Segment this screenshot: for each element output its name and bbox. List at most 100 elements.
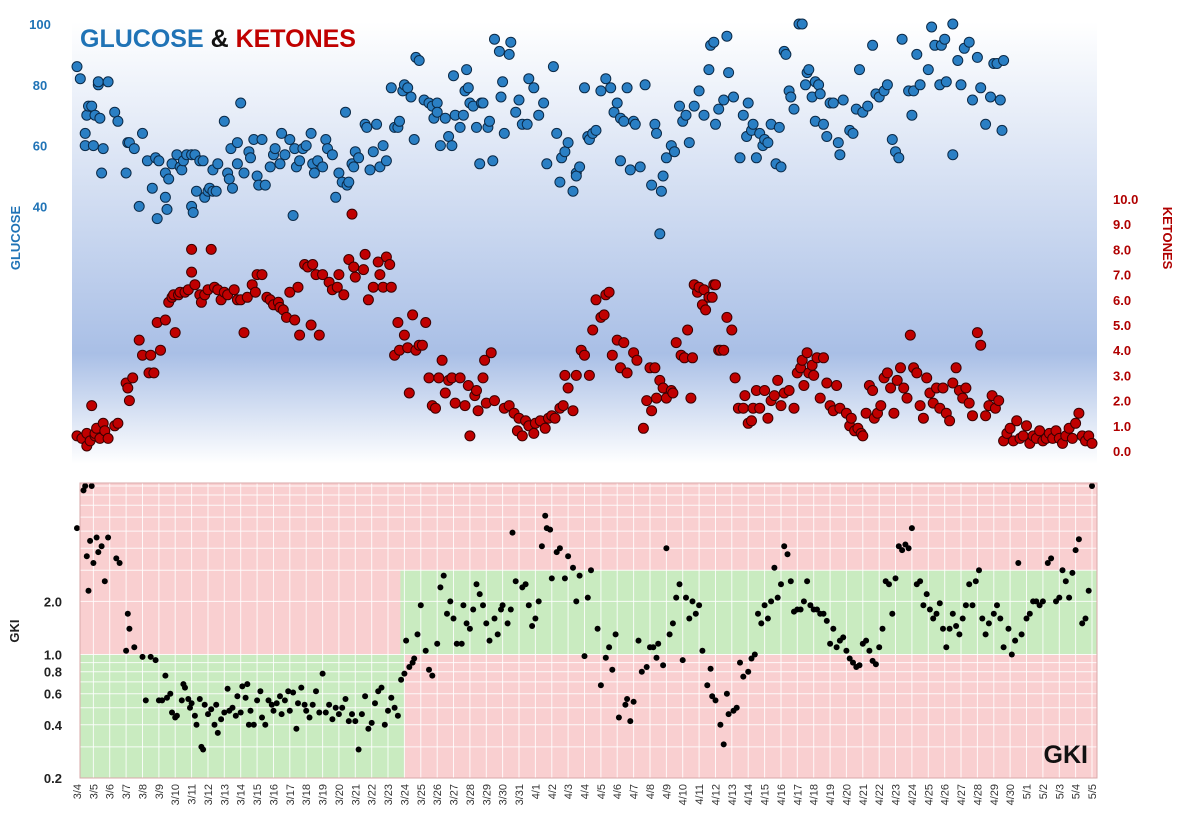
ketones-point	[86, 400, 98, 412]
ketones-tick-label: 1.0	[1113, 419, 1131, 434]
gki-point	[229, 704, 236, 711]
glucose-point	[867, 39, 879, 51]
gki-point	[962, 602, 969, 609]
gki-point	[182, 684, 188, 691]
date-label: 4/12	[711, 784, 723, 805]
glucose-point	[914, 79, 926, 91]
glucose-point	[487, 155, 499, 167]
glucose-point	[163, 173, 175, 185]
ketones-point	[485, 347, 497, 359]
glucose-point	[562, 137, 574, 149]
ketones-point	[646, 405, 658, 417]
gki-point	[926, 606, 933, 613]
gki-point	[224, 685, 231, 692]
glucose-point	[621, 82, 633, 94]
gki-point	[322, 709, 329, 716]
title-ampersand: &	[204, 25, 236, 53]
ketones-point	[801, 347, 813, 359]
ketones-point	[186, 243, 198, 255]
gki-point	[188, 700, 195, 707]
ketones-point	[127, 372, 139, 384]
gki-point	[704, 682, 711, 689]
glucose-point	[660, 152, 672, 164]
glucose-point	[862, 100, 874, 112]
ketones-tick-label: 0.0	[1113, 444, 1131, 459]
date-label: 4/10	[678, 784, 690, 805]
gki-point	[764, 615, 771, 622]
glucose-point	[646, 179, 658, 191]
glucose-point	[963, 36, 975, 48]
glucose-point	[605, 82, 617, 94]
gki-point	[758, 620, 765, 627]
glucose-point	[227, 182, 238, 194]
glucose-point	[533, 109, 545, 121]
glucose-point	[590, 124, 602, 136]
ketones-point	[917, 412, 929, 424]
gki-point	[88, 483, 95, 489]
glucose-point	[431, 97, 443, 109]
gki-point	[414, 631, 421, 638]
gki-point	[606, 644, 613, 651]
ketones-point	[759, 385, 771, 396]
ketones-point	[439, 387, 451, 399]
glucose-point	[737, 109, 749, 121]
gki-point	[113, 555, 120, 562]
glucose-point	[484, 115, 495, 127]
glucose-tick-label: 100	[29, 17, 51, 32]
gki-point	[720, 741, 727, 748]
glucose-point	[489, 33, 500, 45]
ketones-point	[205, 243, 217, 255]
gki-point	[85, 587, 92, 594]
glucose-point	[813, 79, 825, 91]
gki-point	[293, 725, 300, 732]
gki-point	[82, 483, 89, 489]
bottom-panel-frame	[79, 482, 1098, 779]
gki-point	[1005, 625, 1012, 632]
gki-point	[949, 610, 956, 617]
date-label: 3/6	[105, 784, 117, 799]
ketones-point	[891, 374, 903, 386]
ketones-point	[549, 412, 561, 424]
gki-point	[863, 637, 870, 644]
gki-point	[290, 689, 297, 696]
title-ketones: KETONES	[236, 25, 356, 53]
ketones-point	[814, 392, 826, 404]
glucose-point	[708, 36, 720, 48]
gki-point	[473, 581, 480, 588]
gki-point	[889, 610, 896, 617]
gki-point	[301, 701, 308, 708]
gki-point	[447, 598, 454, 605]
ketones-point	[459, 400, 471, 412]
gki-point	[90, 560, 97, 566]
ketones-point	[385, 281, 397, 293]
ketones-tick-label: 2.0	[1113, 394, 1131, 409]
glucose-point	[128, 143, 140, 155]
date-label: 4/15	[760, 784, 772, 805]
ketones-point	[721, 311, 733, 323]
gki-point	[167, 690, 174, 697]
gki-point	[899, 547, 906, 554]
gki-point	[638, 668, 645, 675]
date-label: 3/11	[187, 784, 199, 805]
glucose-point	[837, 94, 849, 106]
gki-point	[426, 666, 432, 673]
ketones-point	[967, 410, 978, 422]
ketones-point	[133, 334, 145, 346]
glucose-point	[952, 55, 964, 66]
date-label: 3/19	[318, 784, 330, 805]
gki-point	[943, 644, 950, 651]
gki-point	[856, 662, 863, 669]
glucose-point	[629, 118, 641, 130]
date-label: 3/18	[301, 784, 313, 805]
gki-point	[997, 615, 1004, 622]
ketones-point	[348, 261, 360, 273]
glucose-point	[854, 64, 865, 76]
gki-point	[123, 647, 130, 654]
ketones-point	[950, 362, 962, 374]
glucose-point	[380, 155, 392, 167]
date-label: 4/16	[776, 784, 788, 805]
glucose-point	[498, 127, 510, 139]
top-panel: GLUCOSE & KETONES 100 80 60 40 10.0 9.0 8.0 7.…	[8, 17, 1175, 464]
date-label: 3/30	[498, 784, 510, 805]
date-label: 3/24	[399, 784, 411, 805]
